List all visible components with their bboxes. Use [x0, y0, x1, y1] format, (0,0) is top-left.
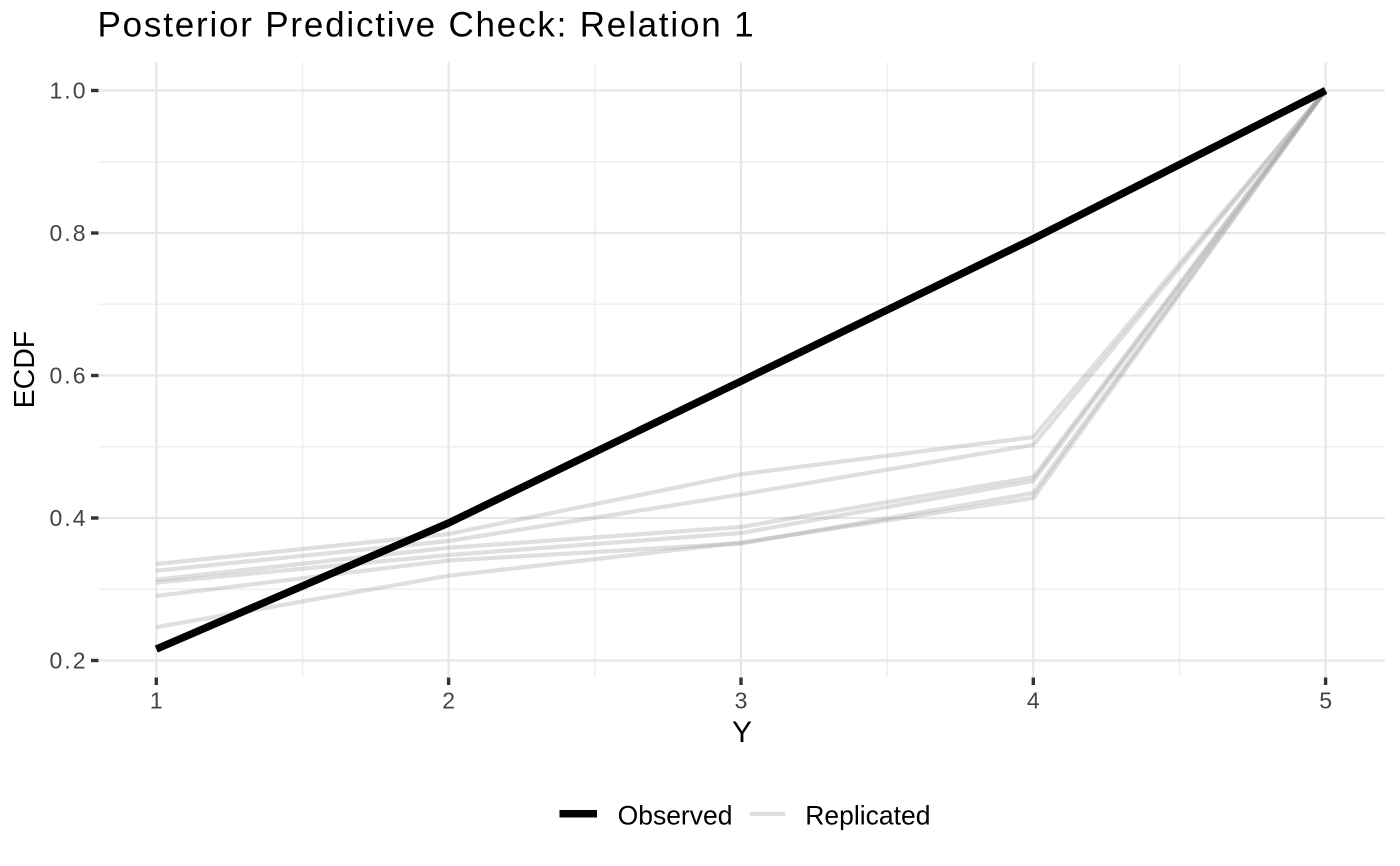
svg-text:Observed: Observed — [618, 801, 733, 831]
svg-text:0.6: 0.6 — [50, 363, 88, 389]
svg-text:4: 4 — [1027, 688, 1040, 714]
svg-text:0.4: 0.4 — [50, 505, 88, 531]
svg-text:3: 3 — [735, 688, 748, 714]
svg-text:1: 1 — [150, 688, 163, 714]
svg-text:2: 2 — [442, 688, 455, 714]
svg-text:Replicated: Replicated — [805, 801, 930, 831]
svg-text:Posterior Predictive Check: Re: Posterior Predictive Check: Relation 1 — [98, 6, 756, 45]
svg-text:Y: Y — [732, 716, 752, 749]
svg-text:ECDF: ECDF — [9, 331, 41, 409]
svg-text:0.8: 0.8 — [50, 220, 88, 246]
svg-text:1.0: 1.0 — [50, 78, 88, 104]
svg-text:5: 5 — [1319, 688, 1332, 714]
svg-text:0.2: 0.2 — [50, 648, 88, 674]
